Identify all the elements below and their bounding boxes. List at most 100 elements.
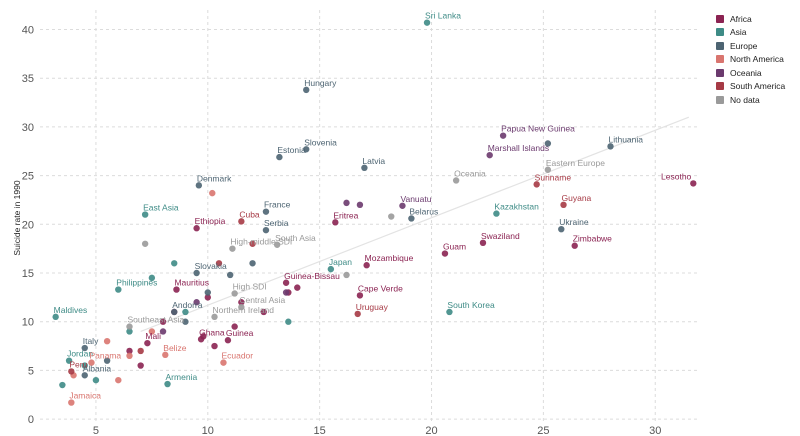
point-label: Swaziland: [481, 231, 520, 241]
y-tick-label: 5: [28, 365, 34, 377]
data-point: [226, 271, 234, 279]
point-label: Philippines: [116, 278, 157, 288]
grid: [40, 10, 700, 424]
data-point: [103, 338, 111, 345]
points-group: [52, 19, 697, 406]
legend-swatch: [716, 55, 724, 64]
point-label: Ghana: [199, 327, 225, 337]
data-point: [571, 242, 578, 249]
point-label: Papua New Guinea: [501, 124, 575, 134]
point-label: High SDI: [233, 281, 267, 291]
legend-label: Oceania: [730, 67, 762, 78]
legend-item[interactable]: Oceania: [716, 66, 785, 80]
legend-swatch: [716, 41, 724, 50]
data-point: [193, 299, 200, 306]
data-point: [59, 381, 66, 389]
y-tick-label: 0: [28, 414, 34, 426]
point-label: Lesotho: [661, 171, 692, 181]
x-tick-label: 5: [93, 425, 99, 436]
data-point: [285, 318, 292, 325]
data-point: [141, 240, 149, 247]
data-point: [68, 399, 75, 406]
data-point: [486, 151, 493, 159]
data-point: [215, 260, 223, 267]
data-point: [193, 269, 200, 277]
data-point: [159, 328, 167, 335]
data-point: [363, 262, 370, 269]
point-label: Albania: [83, 363, 112, 373]
point-label: Jordan: [67, 349, 93, 359]
point-label: Cape Verde: [358, 283, 403, 293]
data-point: [68, 368, 75, 375]
point-label: Sri Lanka: [425, 11, 461, 21]
point-label: Guam: [443, 242, 466, 252]
point-label: Guinea: [226, 328, 254, 338]
point-label: South Asia: [275, 233, 316, 243]
y-tick-label: 35: [22, 73, 34, 85]
legend-label: Asia: [730, 27, 747, 38]
data-point: [195, 182, 203, 189]
data-point: [544, 166, 552, 173]
data-point: [162, 351, 169, 359]
data-point: [354, 310, 361, 318]
point-label: Kazakhstan: [494, 202, 539, 212]
legend-item[interactable]: No data: [716, 93, 785, 107]
data-point: [493, 210, 500, 217]
data-point: [560, 201, 567, 209]
data-point: [238, 299, 245, 306]
point-label: Estonia: [277, 145, 306, 155]
data-point: [137, 347, 144, 355]
data-point: [81, 344, 88, 352]
data-point: [164, 380, 171, 388]
legend-label: Africa: [730, 13, 752, 24]
data-point: [423, 19, 431, 26]
data-point: [81, 362, 88, 369]
point-label: Latvia: [362, 156, 385, 166]
data-point: [544, 140, 552, 147]
point-label: Andorra: [172, 300, 203, 310]
x-tick-label: 15: [314, 425, 326, 436]
point-label: Guyana: [562, 193, 592, 203]
legend-item[interactable]: Europe: [716, 39, 785, 53]
data-point: [231, 323, 238, 330]
point-label: Eastern Europe: [546, 158, 605, 168]
data-point: [607, 143, 614, 150]
legend-item[interactable]: North America: [716, 53, 785, 67]
point-label: Ecuador: [221, 351, 253, 361]
point-label: Mauritius: [174, 278, 208, 288]
point-label: Central Asia: [239, 295, 285, 305]
point-label: Peru: [69, 359, 87, 369]
data-point: [81, 372, 88, 379]
point-label: Serbia: [264, 218, 289, 228]
point-label: Oceania: [454, 168, 486, 178]
point-label: Slovakia: [195, 261, 227, 271]
legend-item[interactable]: South America: [716, 80, 785, 94]
point-label: East Asia: [143, 203, 179, 213]
x-tick-label: 25: [537, 425, 549, 436]
legend-label: No data: [730, 94, 760, 105]
data-point: [361, 164, 368, 172]
data-point: [182, 308, 189, 316]
point-label: Vanuatu: [400, 194, 431, 204]
data-point: [126, 352, 133, 360]
data-point: [294, 284, 301, 291]
data-point: [148, 328, 156, 335]
data-point: [499, 132, 507, 139]
data-point: [52, 313, 59, 321]
legend-label: Europe: [730, 40, 758, 51]
point-label: Southeast Asia: [127, 315, 184, 325]
data-point: [204, 289, 211, 296]
data-point: [343, 271, 350, 279]
legend-item[interactable]: Africa: [716, 12, 785, 26]
x-tick-label: 30: [649, 425, 661, 436]
point-label: South Korea: [447, 300, 495, 310]
data-point: [115, 286, 122, 293]
data-point: [115, 376, 122, 384]
point-label: Slovenia: [304, 137, 337, 147]
data-point: [276, 153, 283, 161]
data-point: [141, 211, 149, 218]
data-point: [273, 241, 281, 248]
legend-item[interactable]: Asia: [716, 26, 785, 40]
labels-group: Mozambique Cape Verde Guinea-Bissau Eritrea…: [54, 11, 692, 401]
